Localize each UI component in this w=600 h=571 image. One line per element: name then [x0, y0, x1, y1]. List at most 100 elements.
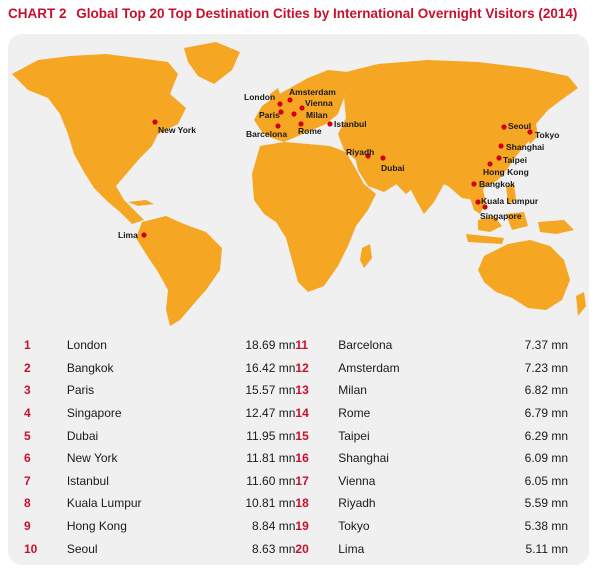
city-name: Istanbul	[66, 473, 109, 488]
city-name: Kuala Lumpur	[66, 496, 142, 511]
rank-number: 18	[295, 496, 309, 511]
chart-title: Global Top 20 Top Destination Cities by …	[76, 6, 578, 21]
visitor-count: 7.37 mn	[524, 338, 568, 353]
indian-subcontinent	[408, 172, 444, 214]
city-name: Vienna	[338, 473, 376, 488]
rank-number: 6	[24, 451, 31, 466]
rank-number: 17	[295, 473, 309, 488]
rank-number: 9	[24, 519, 31, 534]
visitor-count: 11.95 mn	[246, 428, 296, 443]
city-name: Lima	[338, 541, 365, 556]
city-marker	[287, 97, 293, 103]
city-label: London	[244, 92, 275, 102]
table-row: 10 Seoul 8.63 mn 20 Lima 5.11 mn	[24, 537, 574, 560]
city-name: Milan	[338, 383, 367, 398]
city-name: Barcelona	[338, 338, 393, 353]
visitor-count: 16.42 mn	[245, 360, 296, 375]
visitor-count: 18.69 mn	[245, 338, 296, 353]
city-marker	[152, 119, 158, 125]
visitor-count: 5.59 mn	[524, 496, 568, 511]
city-marker	[501, 124, 507, 130]
city-name: London	[66, 338, 107, 353]
city-marker	[365, 153, 371, 159]
visitor-count: 8.63 mn	[252, 541, 296, 556]
city-marker	[141, 232, 147, 238]
city-name: Amsterdam	[338, 360, 400, 375]
rank-number: 20	[295, 541, 309, 556]
city-marker	[291, 111, 297, 117]
city-marker	[299, 105, 305, 111]
rank-number: 7	[24, 473, 31, 488]
city-label: Seoul	[508, 121, 531, 131]
continents	[12, 42, 586, 326]
visitor-count: 12.47 mn	[245, 406, 296, 421]
southeast-asia	[466, 184, 486, 214]
city-label: Amsterdam	[289, 87, 336, 97]
city-label: Bangkok	[479, 179, 515, 189]
arabian-peninsula	[354, 152, 400, 192]
rank-number: 12	[295, 360, 309, 375]
visitor-count: 6.29 mn	[524, 428, 568, 443]
city-marker	[278, 109, 284, 115]
city-marker	[277, 101, 283, 107]
city-label: Shanghai	[506, 142, 544, 152]
south-america	[136, 216, 222, 326]
visitor-count: 10.81 mn	[245, 496, 296, 511]
new-zealand	[576, 292, 586, 316]
philippines	[506, 184, 516, 204]
city-marker	[496, 155, 502, 161]
city-label: Taipei	[503, 155, 527, 165]
city-label: Vienna	[305, 98, 333, 108]
city-label: Rome	[298, 126, 322, 136]
city-label: Singapore	[480, 211, 522, 221]
city-name: Shanghai	[338, 451, 389, 466]
visitor-count: 6.09 mn	[524, 451, 568, 466]
city-name: Bangkok	[66, 360, 114, 375]
city-marker	[298, 121, 304, 127]
table-row: 6 New York 11.81 mn 16 Shanghai 6.09 mn	[24, 447, 574, 470]
city-label: Lima	[118, 230, 138, 240]
city-label: Istanbul	[334, 119, 367, 129]
city-marker	[487, 161, 493, 167]
visitor-count: 6.79 mn	[524, 406, 568, 421]
city-label: Hong Kong	[483, 167, 529, 177]
city-marker	[498, 143, 504, 149]
visitor-count: 5.38 mn	[524, 519, 568, 534]
city-label: Paris	[259, 110, 280, 120]
city-name: Tokyo	[338, 519, 370, 534]
city-label: New York	[158, 125, 196, 135]
chart-tag: CHART 2	[8, 6, 67, 21]
rank-number: 11	[295, 338, 309, 353]
rank-number: 19	[295, 519, 309, 534]
rank-number: 5	[24, 428, 31, 443]
city-label: Kuala Lumpur	[481, 196, 539, 206]
city-name: Hong Kong	[66, 519, 127, 534]
greenland	[184, 42, 240, 84]
rank-number: 16	[295, 451, 309, 466]
rank-number: 8	[24, 496, 31, 511]
city-name: Dubai	[66, 428, 99, 443]
visitor-count: 6.05 mn	[524, 473, 568, 488]
city-name: New York	[66, 451, 118, 466]
city-name: Singapore	[66, 406, 122, 421]
north-america	[12, 54, 186, 224]
visitor-count: 7.23 mn	[524, 360, 568, 375]
city-label: Barcelona	[246, 129, 287, 139]
asia	[338, 60, 578, 200]
city-marker	[475, 199, 481, 205]
table-row: 3 Paris 15.57 mn 13 Milan 6.82 mn	[24, 379, 574, 402]
table-row: 9 Hong Kong 8.84 mn 19 Tokyo 5.38 mn	[24, 515, 574, 538]
city-marker	[327, 121, 333, 127]
visitor-count: 11.81 mn	[246, 451, 296, 466]
australia	[478, 240, 570, 310]
city-marker	[380, 155, 386, 161]
city-label: Tokyo	[535, 130, 559, 140]
visitor-count: 11.60 mn	[246, 473, 296, 488]
city-marker	[275, 123, 281, 129]
rank-number: 4	[24, 406, 31, 421]
city-name: Rome	[338, 406, 371, 421]
ranking-table: 1 London 18.69 mn 11 Barcelona 7.37 mn 2…	[24, 334, 574, 560]
indonesia	[466, 212, 528, 244]
city-name: Riyadh	[338, 496, 376, 511]
chart-header: CHART 2 Global Top 20 Top Destination Ci…	[8, 6, 598, 28]
